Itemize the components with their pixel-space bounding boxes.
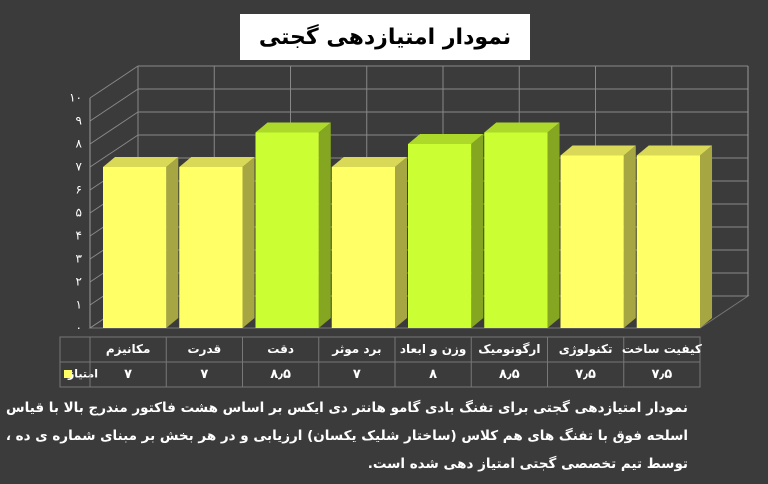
bar-side xyxy=(242,157,255,328)
y-tick-label: ۲ xyxy=(76,275,82,289)
bar xyxy=(255,132,319,328)
y-tick-label: ۶ xyxy=(76,183,82,197)
legend-swatch xyxy=(64,370,72,378)
chart-title: نمودار امتیازدهی گجتی xyxy=(259,23,511,50)
bar-top xyxy=(484,122,560,133)
y-tick-label: ۹ xyxy=(76,114,82,128)
bar-side xyxy=(700,145,713,328)
bar-side xyxy=(166,157,179,328)
bar-top xyxy=(560,145,636,156)
bar xyxy=(179,167,243,328)
value-label: ۷ xyxy=(200,367,208,382)
caption-line: نمودار امتیازدهی گجتی برای تفنگ بادی گام… xyxy=(6,399,688,416)
bar xyxy=(103,167,167,328)
bar-side xyxy=(395,157,408,328)
x-tick-label: برد موثر xyxy=(331,342,381,357)
bar-top xyxy=(179,157,255,167)
x-tick-label: مکانیزم xyxy=(106,342,151,357)
title-box xyxy=(240,14,530,60)
y-tick-label: ۴ xyxy=(76,229,82,243)
grid-line-side xyxy=(89,65,139,99)
value-label: ۸٫۵ xyxy=(499,367,520,382)
y-tick-label: ۱ xyxy=(76,298,82,312)
grid-line-side xyxy=(89,88,139,122)
value-label: ۷٫۵ xyxy=(652,367,673,382)
y-tick-label: ۳ xyxy=(76,252,83,266)
bar-top xyxy=(636,145,713,156)
value-label: ۷٫۵ xyxy=(575,367,596,382)
bar-top xyxy=(331,157,408,167)
bar xyxy=(408,144,472,328)
x-tick-label: ارگونومیک xyxy=(478,342,540,357)
bar-top xyxy=(408,134,484,144)
y-tick-label: ۱۰ xyxy=(69,91,82,105)
x-tick-label: دقت xyxy=(267,342,294,356)
caption-line: اسلحه فوق با تفنگ های هم کلاس (ساختار شل… xyxy=(6,427,688,444)
bar xyxy=(331,167,396,328)
bar xyxy=(636,155,701,328)
bar xyxy=(484,132,548,328)
y-tick-label: ۸ xyxy=(76,137,83,151)
x-tick-label: تکنولوژی xyxy=(559,342,613,357)
bar-side xyxy=(471,134,484,328)
value-label: ۷ xyxy=(124,367,132,382)
grid-line-side xyxy=(89,111,139,145)
bar-top xyxy=(255,122,331,133)
value-label: ۷ xyxy=(353,367,361,382)
x-tick-label: کیفیت ساخت xyxy=(622,342,702,356)
value-label: ۸ xyxy=(429,367,437,382)
y-tick-label: ۵ xyxy=(76,206,82,220)
grid-line-side xyxy=(89,134,139,168)
caption-line: توسط تیم تخصصی گجتی امتیاز دهی شده است. xyxy=(368,455,688,472)
bar-side xyxy=(318,122,331,328)
value-label: ۸٫۵ xyxy=(270,367,291,382)
legend-label: امتیاز xyxy=(67,368,98,381)
bar xyxy=(560,155,624,328)
x-tick-label: وزن و ابعاد xyxy=(400,342,466,357)
x-tick-label: قدرت xyxy=(187,342,221,356)
bar-side xyxy=(547,122,560,328)
y-tick-label: ۰ xyxy=(76,321,82,335)
bar-top xyxy=(103,157,179,167)
y-tick-label: ۷ xyxy=(76,160,83,174)
bar-side xyxy=(623,145,636,328)
